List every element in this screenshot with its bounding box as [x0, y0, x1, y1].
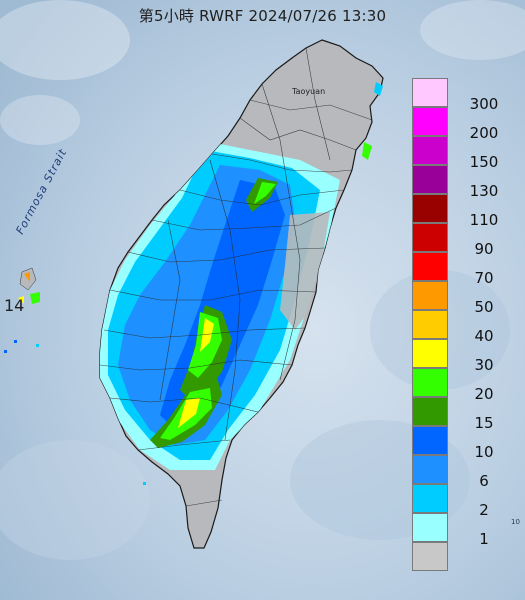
legend-swatch — [412, 194, 448, 223]
legend-label: 110 — [469, 211, 499, 229]
legend-swatch — [412, 252, 448, 281]
legend-swatch — [412, 78, 448, 107]
legend-label: 130 — [469, 182, 499, 200]
legend-label: 70 — [474, 269, 494, 287]
legend-label: 200 — [469, 124, 499, 142]
coastal-rain-patch — [362, 142, 372, 160]
rainfall-overlay — [100, 140, 340, 470]
legend-swatch — [412, 223, 448, 252]
legend-label: 90 — [474, 240, 494, 258]
legend-swatch — [412, 455, 448, 484]
legend-label: 20 — [474, 385, 494, 403]
legend-swatch — [412, 426, 448, 455]
island-label: 14 — [4, 296, 25, 315]
rainfall-legend: 300 200 150 130 110 90 70 50 40 30 20 15 10 6 2 1 — [412, 78, 518, 571]
admin-boundaries — [99, 47, 373, 507]
city-label: Taoyuan — [292, 87, 326, 96]
legend-swatch — [412, 165, 448, 194]
legend-swatch — [412, 136, 448, 165]
legend-swatch — [412, 310, 448, 339]
legend-swatch — [412, 484, 448, 513]
legend-label: 2 — [479, 501, 489, 519]
penghu-islands — [4, 267, 40, 353]
legend-swatch — [412, 107, 448, 136]
legend-swatch — [412, 397, 448, 426]
legend-swatch — [412, 281, 448, 310]
small-island — [143, 482, 146, 485]
legend-swatch — [412, 368, 448, 397]
legend-label: 10 — [474, 443, 494, 461]
legend-label: 15 — [474, 414, 494, 432]
legend-label: 30 — [474, 356, 494, 374]
legend-label: 50 — [474, 298, 494, 316]
legend-label: 300 — [469, 95, 499, 113]
legend-swatch — [412, 339, 448, 368]
legend-swatch — [412, 542, 448, 571]
edge-label: 10 — [511, 518, 520, 526]
legend-label: 6 — [479, 472, 489, 490]
legend-label: 150 — [469, 153, 499, 171]
map-title: 第5小時 RWRF 2024/07/26 13:30 — [138, 7, 387, 25]
legend-label: 1 — [479, 530, 489, 548]
coastal-rain-patch — [374, 82, 383, 96]
legend-label: 40 — [474, 327, 494, 345]
legend-swatch — [412, 513, 448, 542]
